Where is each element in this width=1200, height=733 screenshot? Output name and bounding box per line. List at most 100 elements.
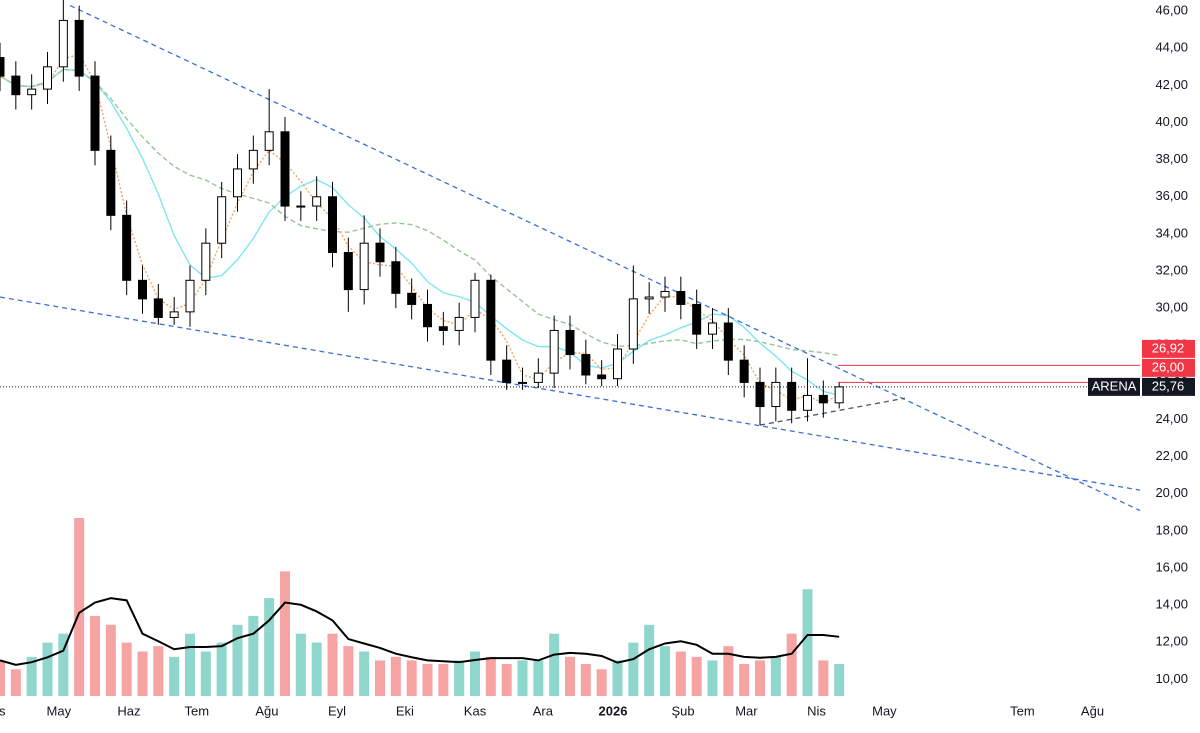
volume-bar: [755, 660, 765, 696]
price-label: 26,00: [1152, 359, 1185, 374]
candle-body: [359, 242, 369, 291]
volume-bar: [0, 660, 5, 696]
candle-body: [723, 322, 733, 361]
x-tick-label: Tem: [1010, 703, 1035, 718]
y-tick-label: 38,00: [1155, 151, 1188, 166]
x-tick-label: Ağu: [1081, 703, 1104, 718]
volume-bar: [169, 656, 180, 696]
symbol-box: [1088, 377, 1140, 396]
symbol-label: ARENA: [1092, 378, 1137, 393]
y-tick-label: 16,00: [1155, 559, 1188, 574]
candle-body: [755, 381, 765, 408]
volume-bar: [74, 518, 85, 696]
candle-body: [74, 19, 84, 77]
volume-bar: [596, 669, 607, 696]
volume-bar: [470, 651, 480, 696]
candle-body: [312, 196, 322, 207]
volume-bar: [280, 571, 290, 696]
volume-bar: [390, 656, 401, 696]
volume-bar: [248, 615, 259, 696]
candle-body: [27, 88, 37, 96]
volume-bar: [422, 663, 433, 696]
price-label-box: [1142, 358, 1195, 377]
x-tick-label: 2026: [599, 703, 628, 718]
volume-bar: [517, 660, 528, 696]
candle-body: [438, 326, 448, 331]
candle-body: [818, 394, 828, 404]
candle-body: [597, 374, 607, 380]
y-tick-label: 46,00: [1155, 3, 1188, 18]
candle-body: [692, 303, 702, 335]
y-tick-label: 12,00: [1155, 634, 1188, 649]
axis-layer: 46,00 44,00 42,00 40,00 38,00 36,00 34,00 32,00…: [0, 3, 1195, 718]
price-label-box: [1142, 377, 1195, 396]
volume-bar: [675, 651, 686, 696]
volume-bar: [660, 646, 670, 696]
volume-bar: [327, 633, 338, 696]
volume-bar: [739, 663, 750, 696]
volume-bar: [485, 656, 496, 696]
candle-body: [375, 242, 385, 263]
volume-bar: [137, 651, 148, 696]
candle-body: [264, 131, 274, 151]
x-tick-label: Şub: [672, 703, 695, 718]
candle-body: [470, 279, 480, 318]
volume-bar: [454, 660, 465, 696]
volume-bar: [644, 624, 655, 696]
candle-body: [58, 19, 68, 68]
volume-bar: [438, 663, 449, 696]
candle-body: [771, 381, 781, 408]
moving-average: [0, 53, 840, 404]
volume-bar: [501, 663, 512, 696]
candle-body: [138, 279, 147, 300]
volume-bar: [834, 663, 845, 696]
price-layer: [0, 0, 1141, 512]
candle-body: [502, 359, 512, 383]
price-label-box: [1142, 339, 1195, 358]
candle-body: [660, 290, 670, 298]
trendline: [759, 397, 905, 426]
candle-body: [106, 149, 116, 216]
candle-body: [787, 381, 797, 411]
candle-body: [803, 394, 812, 411]
x-tick-label: Eki: [396, 703, 414, 718]
candle-body: [423, 303, 432, 328]
volume-bar: [311, 642, 322, 696]
volume-bar: [786, 633, 797, 696]
volume-bar: [565, 656, 575, 696]
trendline: [69, 4, 1141, 512]
volume-bar: [802, 589, 813, 696]
volume-bar: [375, 660, 385, 696]
volume-bar: [549, 633, 560, 696]
y-tick-label: 40,00: [1155, 114, 1188, 129]
candle-body: [343, 251, 353, 291]
candle-body: [201, 242, 211, 281]
x-tick-label: Nis: [807, 703, 826, 718]
candle-body: [185, 279, 195, 313]
volume-bar: [200, 651, 211, 696]
y-tick-label: 14,00: [1155, 597, 1188, 612]
candle-body: [644, 296, 654, 300]
price-label: 26,92: [1152, 340, 1185, 355]
volume-bar: [10, 669, 21, 696]
volume-bar: [723, 646, 734, 696]
candle-body: [834, 386, 844, 404]
candle-body: [122, 214, 132, 281]
candle-body: [153, 298, 163, 318]
candle-body: [391, 261, 401, 294]
x-tick-label: Eyl: [328, 703, 346, 718]
volume-bar: [153, 646, 164, 696]
volume-bar: [343, 646, 354, 696]
candle-body: [454, 316, 464, 331]
volume-bar: [121, 642, 132, 696]
trendline: [0, 296, 1141, 491]
candle-body: [739, 359, 749, 383]
x-tick-label: May: [47, 703, 72, 718]
y-tick-label: 42,00: [1155, 77, 1188, 92]
candle-body: [549, 329, 559, 374]
candle-body: [90, 75, 100, 151]
volume-bar: [580, 663, 591, 696]
candle-body: [533, 372, 543, 383]
x-tick-label: Ara: [533, 703, 554, 718]
y-tick-label: 24,00: [1155, 411, 1188, 426]
